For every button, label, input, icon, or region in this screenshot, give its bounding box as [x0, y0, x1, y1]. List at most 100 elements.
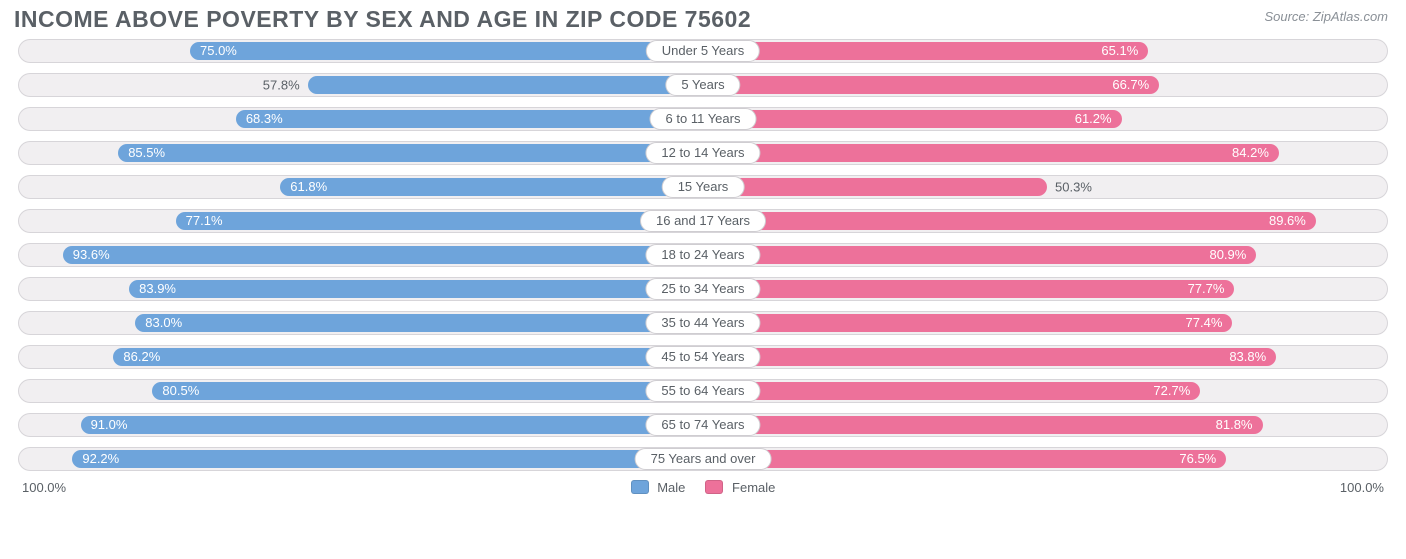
bar-value-male: 85.5% — [128, 145, 165, 160]
track-male: 85.5% — [18, 141, 703, 165]
bar-value-female: 50.3% — [1055, 179, 1092, 194]
bar-female: 89.6% — [703, 212, 1316, 230]
age-group-label: 15 Years — [662, 176, 745, 198]
track-female: 83.8% — [703, 345, 1388, 369]
chart-row: 83.0%77.4%35 to 44 Years — [18, 309, 1388, 336]
bar-value-male: 77.1% — [186, 213, 223, 228]
track-male: 57.8% — [18, 73, 703, 97]
bar-male: 85.5% — [118, 144, 703, 162]
bar-value-female: 77.4% — [1186, 315, 1223, 330]
bar-female: 83.8% — [703, 348, 1276, 366]
legend-label-male: Male — [657, 480, 685, 495]
age-group-label: 45 to 54 Years — [645, 346, 760, 368]
bar-female: 66.7% — [703, 76, 1159, 94]
chart-row: 83.9% 77.7% 25 to 34 Years — [18, 275, 1388, 302]
bar-female: 76.5% — [703, 450, 1226, 468]
chart-title: INCOME ABOVE POVERTY BY SEX AND AGE IN Z… — [14, 6, 751, 33]
header: INCOME ABOVE POVERTY BY SEX AND AGE IN Z… — [0, 0, 1406, 35]
track-male: 75.0% — [18, 39, 703, 63]
chart-row: 77.1% 89.6% 16 and 17 Years — [18, 207, 1388, 234]
bar-female: 81.8% — [703, 416, 1263, 434]
chart-row: 85.5% 84.2%12 to 14 Years — [18, 139, 1388, 166]
track-male: 61.8% — [18, 175, 703, 199]
age-group-label: 6 to 11 Years — [650, 108, 757, 130]
track-female: 80.9% — [703, 243, 1388, 267]
bar-male: 75.0% — [190, 42, 703, 60]
bar-value-female: 83.8% — [1229, 349, 1266, 364]
track-female: 66.7% — [703, 73, 1388, 97]
axis-max-right: 100.0% — [1340, 480, 1384, 495]
track-female: 76.5% — [703, 447, 1388, 471]
track-male: 91.0% — [18, 413, 703, 437]
bar-value-male: 83.9% — [139, 281, 176, 296]
track-male: 83.0% — [18, 311, 703, 335]
chart-row: 91.0% 81.8% 65 to 74 Years — [18, 411, 1388, 438]
track-male: 77.1% — [18, 209, 703, 233]
bar-female: 65.1% — [703, 42, 1148, 60]
chart-footer: 100.0% Male Female 100.0% — [0, 479, 1406, 495]
bar-male — [308, 76, 703, 94]
track-female: 61.2% — [703, 107, 1388, 131]
track-male: 92.2% — [18, 447, 703, 471]
bar-value-male: 75.0% — [200, 43, 237, 58]
bar-value-female: 89.6% — [1269, 213, 1306, 228]
bar-value-male: 57.8% — [263, 77, 300, 92]
track-male: 93.6% — [18, 243, 703, 267]
chart-row: 92.2%76.5%75 Years and over — [18, 445, 1388, 472]
track-female: 50.3% — [703, 175, 1388, 199]
chart-row: 61.8% 50.3% 15 Years — [18, 173, 1388, 200]
track-male: 68.3% — [18, 107, 703, 131]
legend-swatch-female — [705, 480, 723, 494]
age-group-label: 25 to 34 Years — [645, 278, 760, 300]
chart-row: 80.5% 72.7% 55 to 64 Years — [18, 377, 1388, 404]
legend-label-female: Female — [732, 480, 775, 495]
age-group-label: 16 and 17 Years — [640, 210, 766, 232]
bar-value-male: 86.2% — [123, 349, 160, 364]
bar-male: 83.9% — [129, 280, 703, 298]
track-male: 86.2% — [18, 345, 703, 369]
bar-value-female: 81.8% — [1216, 417, 1253, 432]
age-group-label: 65 to 74 Years — [645, 414, 760, 436]
track-female: 65.1% — [703, 39, 1388, 63]
bar-male: 80.5% — [152, 382, 703, 400]
chart-row: 75.0% 65.1%Under 5 Years — [18, 37, 1388, 64]
bar-value-male: 68.3% — [246, 111, 283, 126]
legend-swatch-male — [631, 480, 649, 494]
age-group-label: 12 to 14 Years — [645, 142, 760, 164]
bar-male: 77.1% — [176, 212, 703, 230]
bar-value-male: 93.6% — [73, 247, 110, 262]
bar-value-female: 80.9% — [1209, 247, 1246, 262]
bar-female: 77.4% — [703, 314, 1232, 332]
bar-male: 93.6% — [63, 246, 703, 264]
track-female: 89.6% — [703, 209, 1388, 233]
bar-value-female: 76.5% — [1179, 451, 1216, 466]
age-group-label: 55 to 64 Years — [645, 380, 760, 402]
bar-female: 84.2% — [703, 144, 1279, 162]
bar-female: 77.7% — [703, 280, 1234, 298]
source-attribution: Source: ZipAtlas.com — [1264, 9, 1388, 24]
bar-male: 92.2% — [72, 450, 703, 468]
track-female: 81.8% — [703, 413, 1388, 437]
bar-male: 61.8% — [280, 178, 703, 196]
chart-row: 57.8% 66.7%5 Years — [18, 71, 1388, 98]
track-female: 77.7% — [703, 277, 1388, 301]
bar-value-female: 77.7% — [1188, 281, 1225, 296]
bar-value-female: 72.7% — [1153, 383, 1190, 398]
bar-value-male: 92.2% — [82, 451, 119, 466]
bar-male: 86.2% — [113, 348, 703, 366]
chart-row: 93.6%80.9%18 to 24 Years — [18, 241, 1388, 268]
bar-female — [703, 178, 1047, 196]
track-female: 77.4% — [703, 311, 1388, 335]
bar-female: 80.9% — [703, 246, 1256, 264]
bar-female: 72.7% — [703, 382, 1200, 400]
bar-value-male: 83.0% — [145, 315, 182, 330]
bar-male: 91.0% — [81, 416, 703, 434]
track-female: 84.2% — [703, 141, 1388, 165]
age-group-label: 5 Years — [665, 74, 740, 96]
axis-max-left: 100.0% — [22, 480, 66, 495]
chart-row: 68.3% 61.2%6 to 11 Years — [18, 105, 1388, 132]
age-group-label: Under 5 Years — [646, 40, 760, 62]
legend: Male Female — [631, 480, 776, 495]
track-female: 72.7% — [703, 379, 1388, 403]
bar-value-male: 61.8% — [290, 179, 327, 194]
